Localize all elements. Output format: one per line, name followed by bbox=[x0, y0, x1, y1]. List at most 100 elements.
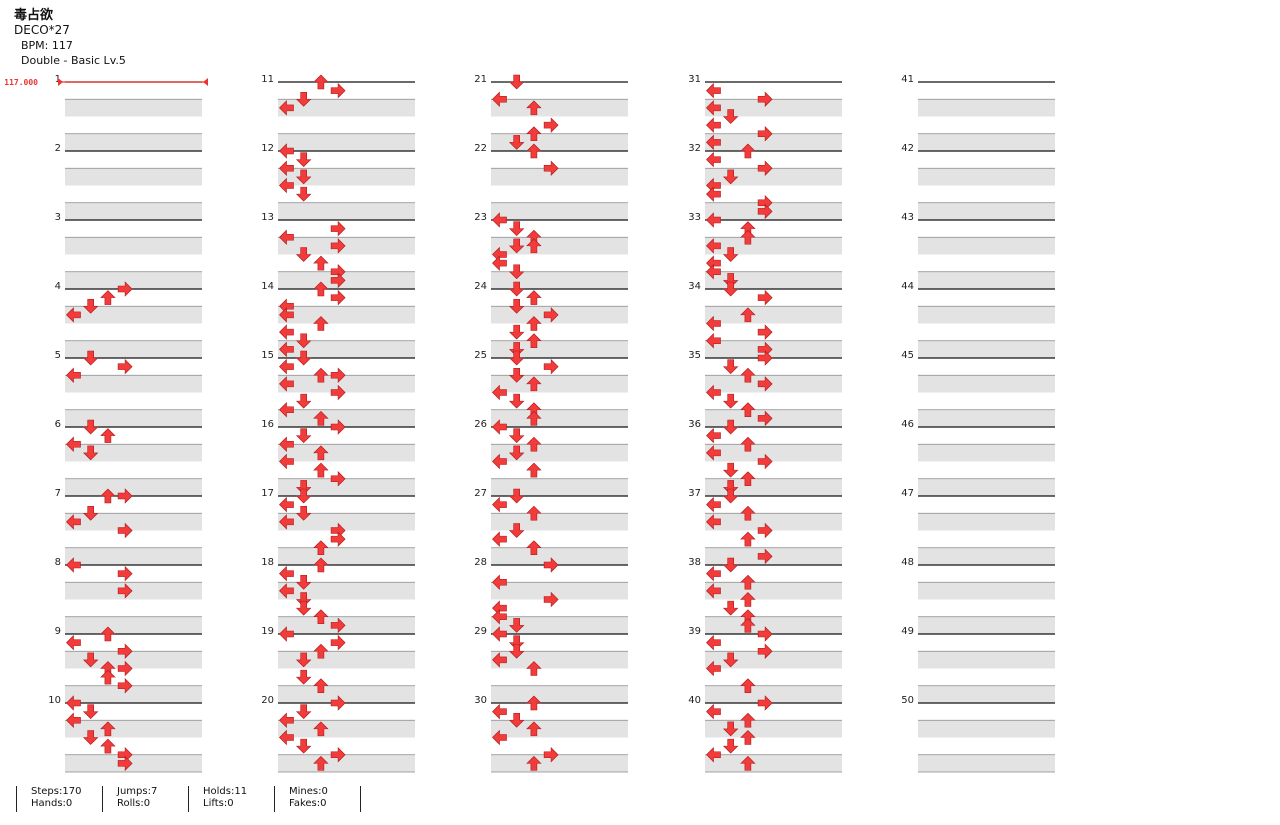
right-arrow-icon bbox=[117, 488, 133, 504]
down-arrow-icon bbox=[82, 704, 99, 720]
up-arrow-icon bbox=[313, 316, 329, 331]
measure-number: 27 bbox=[474, 488, 487, 499]
beat-band bbox=[918, 340, 1055, 358]
beat-band bbox=[65, 754, 202, 772]
beat-band bbox=[705, 340, 842, 358]
up-arrow-icon bbox=[740, 229, 756, 245]
measure-number: 47 bbox=[901, 488, 914, 499]
beat-band bbox=[278, 306, 415, 324]
right-arrow-icon bbox=[757, 289, 773, 306]
beat-band bbox=[705, 651, 842, 669]
beat-band bbox=[65, 202, 202, 220]
notes-layer bbox=[66, 74, 773, 772]
measure-number: 16 bbox=[261, 419, 274, 430]
up-arrow-icon bbox=[526, 755, 542, 771]
beat-band bbox=[918, 478, 1055, 496]
up-arrow-icon bbox=[740, 678, 756, 694]
beat-band bbox=[918, 409, 1055, 427]
up-arrow-icon bbox=[740, 367, 756, 383]
beat-band bbox=[918, 375, 1055, 393]
measure-number: 40 bbox=[688, 695, 701, 706]
beat-band bbox=[705, 409, 842, 427]
beat-band bbox=[491, 754, 628, 772]
left-arrow-icon bbox=[706, 186, 721, 202]
right-arrow-icon bbox=[330, 272, 346, 289]
up-arrow-icon bbox=[526, 316, 542, 331]
beat-band bbox=[705, 202, 842, 220]
beat-band bbox=[65, 651, 202, 669]
measure-41: 41 bbox=[901, 74, 1055, 151]
beat-band bbox=[705, 547, 842, 565]
measure-number: 42 bbox=[901, 143, 914, 154]
left-arrow-icon bbox=[279, 712, 294, 728]
beat-band bbox=[918, 547, 1055, 565]
measure-1: 1 bbox=[55, 74, 202, 151]
beat-band bbox=[65, 720, 202, 738]
left-arrow-icon bbox=[492, 729, 507, 746]
up-arrow-icon bbox=[313, 255, 329, 271]
measure-14: 14 bbox=[261, 281, 415, 358]
up-arrow-icon bbox=[313, 755, 329, 771]
beat-band bbox=[278, 133, 415, 151]
right-arrow-icon bbox=[330, 82, 346, 99]
right-arrow-icon bbox=[757, 203, 773, 220]
down-arrow-icon bbox=[295, 738, 312, 754]
measure-number: 39 bbox=[688, 626, 701, 637]
beat-band bbox=[278, 754, 415, 772]
left-arrow-icon bbox=[706, 445, 721, 461]
measure-17: 17 bbox=[261, 488, 415, 565]
down-arrow-icon bbox=[295, 169, 312, 185]
up-arrow-icon bbox=[526, 695, 542, 711]
beat-band bbox=[705, 375, 842, 393]
down-arrow-icon bbox=[508, 221, 525, 237]
up-arrow-icon bbox=[526, 661, 542, 676]
left-arrow-icon bbox=[706, 134, 721, 151]
up-arrow-icon bbox=[740, 592, 756, 607]
right-arrow-icon bbox=[543, 747, 559, 763]
down-arrow-icon bbox=[722, 480, 739, 495]
measure-5: 5 bbox=[55, 350, 202, 427]
up-arrow-icon bbox=[100, 428, 116, 443]
left-arrow-icon bbox=[492, 496, 507, 513]
left-arrow-icon bbox=[706, 117, 721, 133]
beat-band bbox=[65, 685, 202, 703]
left-arrow-icon bbox=[279, 177, 294, 194]
measure-9: 9 bbox=[55, 626, 202, 703]
right-arrow-icon bbox=[330, 695, 346, 711]
left-arrow-icon bbox=[706, 427, 721, 444]
left-arrow-icon bbox=[706, 264, 721, 280]
difficulty-label: Double - Basic Lv.5 bbox=[21, 54, 126, 67]
up-arrow-icon bbox=[100, 488, 116, 504]
left-arrow-icon bbox=[492, 419, 507, 435]
beat-band bbox=[705, 685, 842, 703]
beat-band bbox=[918, 271, 1055, 289]
down-arrow-icon bbox=[82, 652, 99, 668]
down-arrow-icon bbox=[722, 721, 739, 737]
beat-band bbox=[705, 478, 842, 496]
beat-band bbox=[918, 202, 1055, 220]
right-arrow-icon bbox=[330, 531, 346, 547]
down-arrow-icon bbox=[82, 350, 99, 366]
stat-group: Holds:11 Lifts:0 bbox=[188, 786, 247, 812]
measure-32: 32 bbox=[688, 143, 842, 220]
right-arrow-icon bbox=[757, 324, 773, 340]
measure-number: 36 bbox=[688, 419, 701, 430]
right-arrow-icon bbox=[543, 358, 559, 375]
up-arrow-icon bbox=[740, 143, 756, 159]
measure-11: 11 bbox=[261, 74, 415, 151]
beat-band bbox=[278, 375, 415, 393]
stat-value: Fakes:0 bbox=[289, 798, 327, 809]
down-arrow-icon bbox=[295, 600, 312, 616]
up-arrow-icon bbox=[313, 557, 329, 573]
measure-6: 6 bbox=[55, 419, 202, 496]
measure-number: 1 bbox=[55, 74, 61, 85]
beat-band bbox=[491, 306, 628, 324]
left-arrow-icon bbox=[66, 634, 81, 651]
right-arrow-icon bbox=[330, 634, 346, 651]
stat-group: Jumps:7 Rolls:0 bbox=[102, 786, 157, 812]
up-arrow-icon bbox=[313, 462, 329, 478]
left-arrow-icon bbox=[706, 384, 721, 401]
right-arrow-icon bbox=[757, 548, 773, 565]
beat-band bbox=[65, 444, 202, 462]
up-arrow-icon bbox=[313, 540, 329, 556]
